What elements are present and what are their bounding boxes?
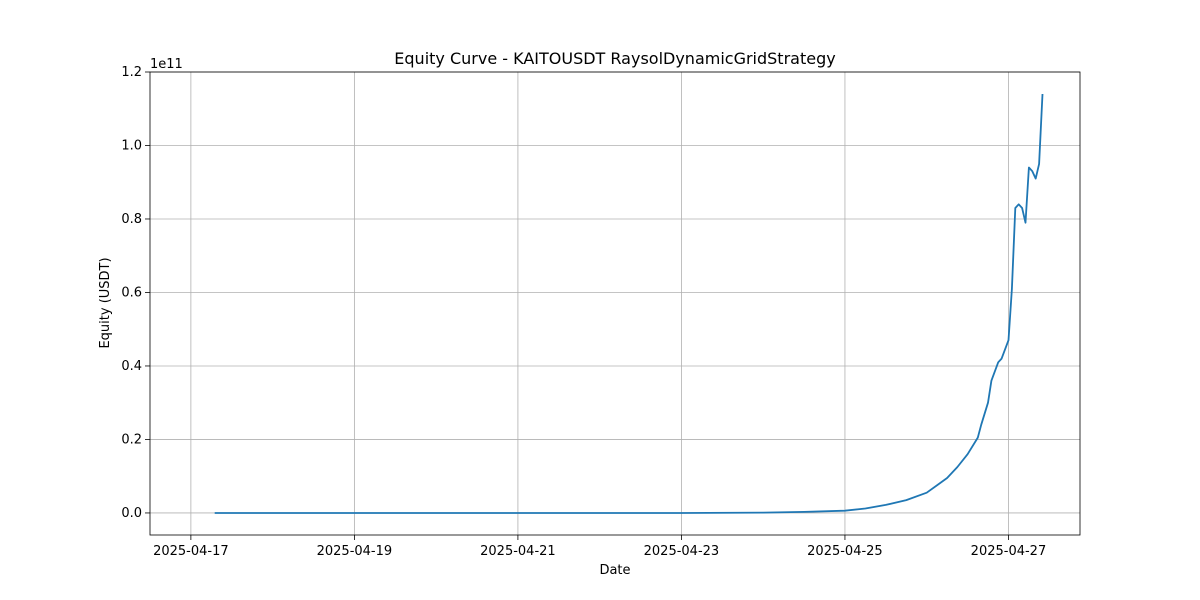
x-tick-label: 2025-04-21 — [480, 544, 556, 559]
y-tick-label: 1.2 — [121, 65, 142, 80]
y-tick-label: 0.4 — [121, 359, 142, 374]
x-tick-label: 2025-04-27 — [971, 544, 1047, 559]
x-tick-label: 2025-04-23 — [644, 544, 720, 559]
x-tick-label: 2025-04-17 — [153, 544, 229, 559]
axis-ticks: 2025-04-17 2025-04-19 2025-04-21 2025-04-23… — [121, 65, 1046, 559]
plot-frame — [149, 71, 1081, 536]
y-tick-label: 0.0 — [121, 506, 142, 521]
y-tick-label: 0.8 — [121, 212, 142, 227]
x-tick-label: 2025-04-19 — [317, 544, 393, 559]
chart-title: Equity Curve - KAITOUSDT RaysolDynamicGr… — [394, 49, 835, 68]
y-tick-label: 0.6 — [121, 285, 142, 300]
y-tick-label: 0.2 — [121, 432, 142, 447]
series-layer — [214, 93, 1044, 514]
x-tick-label: 2025-04-25 — [807, 544, 883, 559]
y-axis-label: Equity (USDT) — [98, 257, 113, 348]
y-offset-label: 1e11 — [150, 57, 183, 72]
x-axis-label: Date — [599, 563, 630, 578]
y-tick-label: 1.0 — [121, 138, 142, 153]
grid-lines — [150, 71, 1080, 535]
equity-series-line — [214, 93, 1044, 514]
